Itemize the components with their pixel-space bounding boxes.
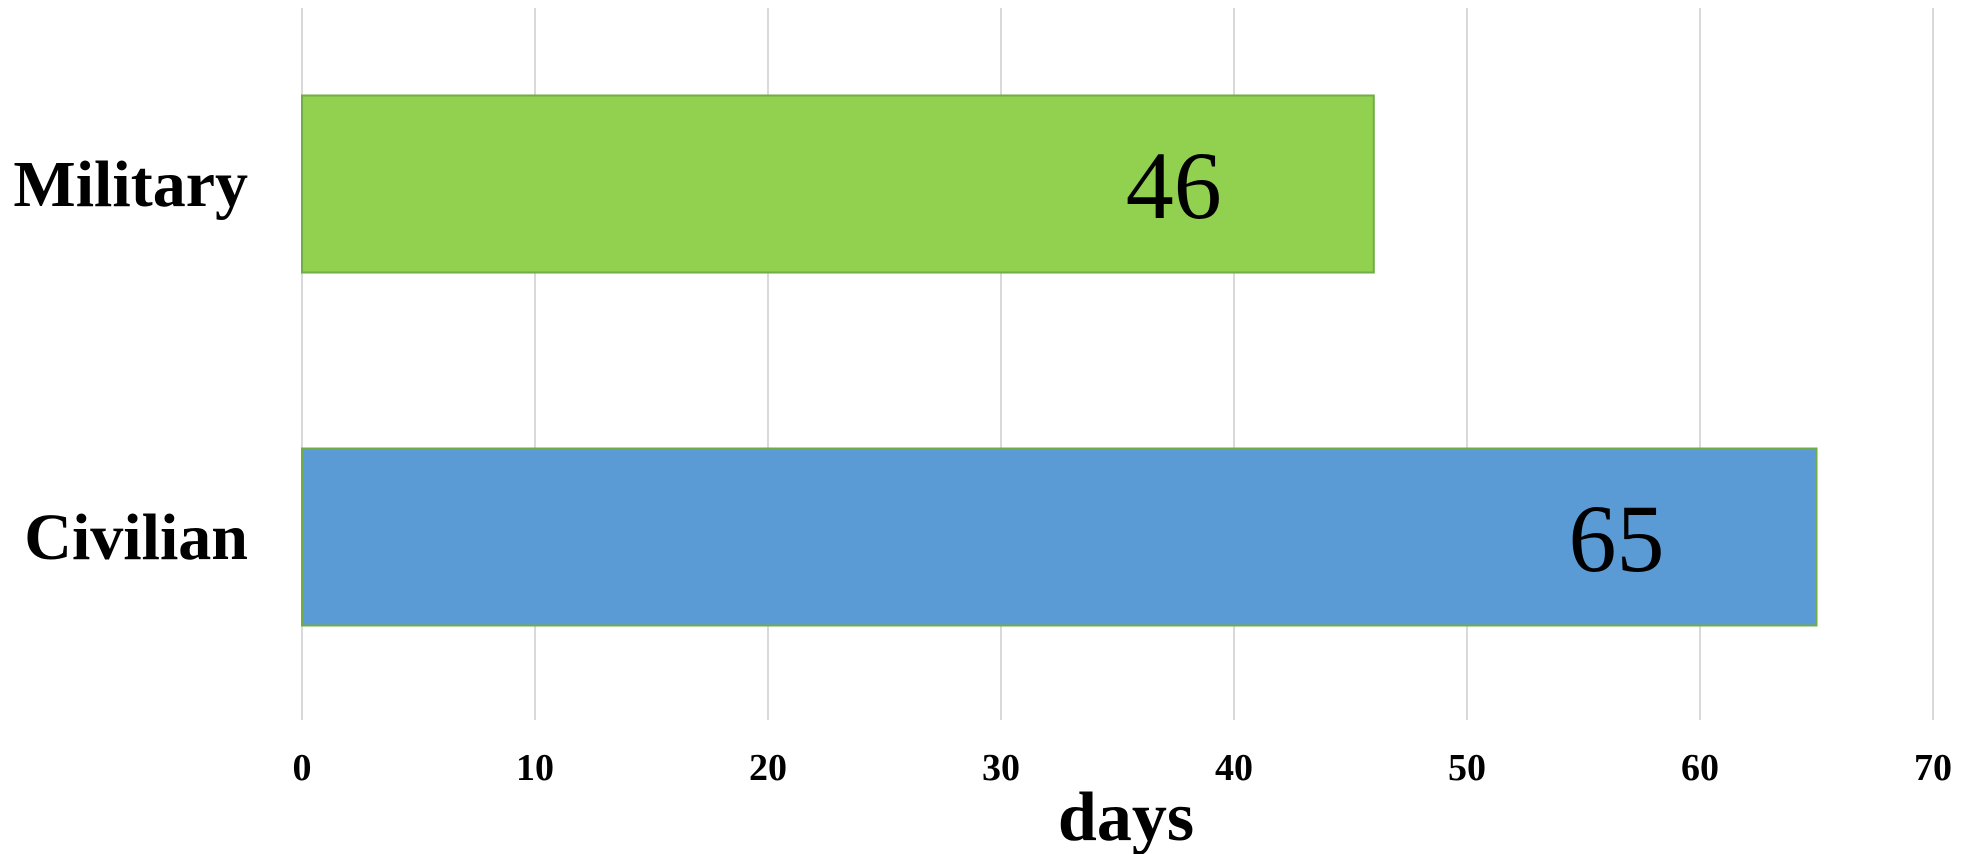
x-tick-label: 10 [516,747,554,789]
bar-civilian [301,447,1818,627]
x-axis-title: days [1058,779,1194,854]
category-label-civilian: Civilian [24,501,248,574]
data-label-civilian: 65 [1569,485,1665,592]
category-labels: Military Civilian [13,148,248,574]
bars [301,94,1818,627]
x-tick-label: 20 [749,747,787,789]
x-tick-label: 70 [1914,747,1952,789]
x-tick-label: 60 [1681,747,1719,789]
x-tick-label: 0 [293,747,312,789]
data-labels: 46 65 [1126,132,1665,592]
data-label-military: 46 [1126,132,1222,239]
category-label-military: Military [13,148,248,221]
x-tick-label: 30 [982,747,1020,789]
x-tick-label: 50 [1448,747,1486,789]
x-tick-label: 40 [1215,747,1253,789]
x-tick-labels: 0 10 20 30 40 50 60 70 [293,747,1953,789]
bar-military [301,94,1375,274]
